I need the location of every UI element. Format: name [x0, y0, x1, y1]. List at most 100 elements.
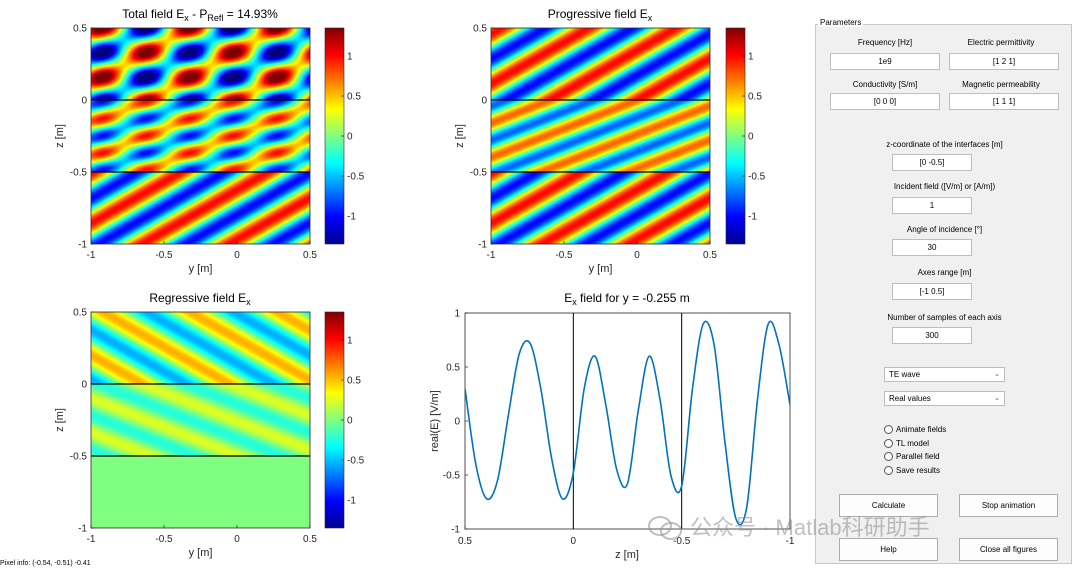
y-tick-label: 0.5 [446, 363, 460, 374]
line-plot-area[interactable] [464, 312, 791, 530]
parallel-field-radio[interactable]: Parallel field [884, 452, 940, 461]
y-axis-label: z [m] [54, 408, 66, 432]
tl-model-label: TL model [896, 439, 930, 448]
zcoord-input[interactable] [892, 154, 972, 171]
axes-range-input[interactable] [892, 283, 972, 300]
chevron-down-icon: ⌄ [994, 395, 1000, 402]
colorbar-tick-label: 1 [748, 52, 754, 63]
y-tick-label: -0.5 [470, 168, 488, 179]
colorbar-tick-label: -0.5 [347, 172, 365, 183]
colorbar-tick-label: 1 [347, 336, 353, 347]
parameters-panel: Parameters Frequency [Hz] Electric permi… [815, 18, 1072, 564]
parallel-field-label: Parallel field [896, 452, 940, 461]
y-tick-label: -1 [78, 240, 87, 251]
angle-input[interactable] [892, 239, 972, 256]
total-title: Total field Ex - PRefl = 14.93% [122, 7, 278, 23]
watermark-text: 公众号 · Matlab科研助手 [690, 515, 930, 540]
y-tick-label: 0 [81, 380, 87, 391]
value-type-value: Real values [889, 394, 931, 403]
samples-input[interactable] [892, 327, 972, 344]
colorbar-tick-label: 0.5 [748, 92, 762, 103]
radio-icon [884, 452, 893, 461]
x-tick-label: -0.5 [673, 536, 691, 547]
x-tick-label: -1 [786, 536, 795, 547]
colorbar-tick-label: 0 [347, 416, 353, 427]
progressive-title: Progressive field Ex [548, 7, 653, 23]
colorbar-tick-label: 0.5 [347, 376, 361, 387]
y-tick-label: -0.5 [70, 168, 88, 179]
save-results-label: Save results [896, 466, 941, 475]
permittivity-input[interactable] [949, 53, 1059, 70]
angle-label: Angle of incidence [°] [906, 225, 983, 234]
regressive-field-heatmap[interactable] [91, 312, 310, 528]
conductivity-input[interactable] [830, 93, 940, 110]
colorbar-tick-label: -0.5 [347, 456, 365, 467]
stop-animation-button[interactable]: Stop animation [959, 494, 1058, 517]
progressive-field-heatmap[interactable] [491, 28, 710, 244]
permeability-input[interactable] [949, 93, 1059, 110]
animate-fields-radio[interactable]: Animate fields [884, 425, 946, 434]
x-tick-label: -0.5 [155, 250, 173, 261]
value-type-select[interactable]: Real values ⌄ [884, 391, 1005, 406]
frequency-label: Frequency [Hz] [857, 38, 913, 47]
x-tick-label: 0 [634, 250, 640, 261]
calculate-button[interactable]: Calculate [839, 494, 938, 517]
x-tick-label: 0 [234, 250, 240, 261]
series-line [465, 320, 790, 526]
permittivity-label: Electric permittivity [967, 38, 1035, 47]
y-tick-label: 0 [81, 96, 87, 107]
incident-label: Incident field ([V/m] or [A/m]) [893, 182, 996, 191]
total-field-heatmap[interactable] [91, 28, 310, 244]
wechat-icon [648, 514, 682, 540]
tl-model-radio[interactable]: TL model [884, 439, 929, 448]
x-tick-label: -1 [487, 250, 496, 261]
save-results-radio[interactable]: Save results [884, 466, 940, 475]
radio-icon [884, 466, 893, 475]
colorbar-tick-label: 0 [347, 132, 353, 143]
radio-icon [884, 425, 893, 434]
y-tick-label: -1 [78, 524, 87, 535]
colorbar-tick-label: -0.5 [748, 172, 766, 183]
help-button[interactable]: Help [839, 538, 938, 561]
colorbar-tick-label: 1 [347, 52, 353, 63]
incident-input[interactable] [892, 197, 972, 214]
chevron-down-icon: ⌄ [994, 371, 1000, 378]
x-tick-label: -0.5 [155, 534, 173, 545]
zcoord-label: z-coordinate of the interfaces [m] [886, 140, 1003, 149]
y-tick-label: 1 [454, 309, 460, 320]
wave-type-value: TE wave [889, 370, 921, 379]
y-tick-label: 0.5 [73, 308, 87, 319]
y-axis-label: z [m] [454, 124, 466, 148]
y-tick-label: 0 [481, 96, 487, 107]
line-plot-xlabel: z [m] [615, 549, 639, 561]
y-tick-label: 0.5 [73, 24, 87, 35]
y-tick-label: 0.5 [473, 24, 487, 35]
line-plot-title: Ex field for y = -0.255 m [564, 291, 690, 307]
permeability-label: Magnetic permeability [962, 80, 1040, 89]
x-tick-label: 0 [571, 536, 577, 547]
x-tick-label: 0.5 [303, 250, 317, 261]
y-tick-label: -1 [478, 240, 487, 251]
x-tick-label: -0.5 [555, 250, 573, 261]
colorbar-tick-label: -1 [347, 496, 356, 507]
x-tick-label: 0.5 [458, 536, 472, 547]
x-tick-label: -1 [87, 534, 96, 545]
regressive-title: Regressive field Ex [149, 291, 251, 307]
axes-range-label: Axes range [m] [917, 268, 972, 277]
x-tick-label: 0.5 [703, 250, 717, 261]
samples-label: Number of samples of each axis [887, 313, 1002, 322]
x-axis-label: y [m] [189, 263, 213, 275]
parameters-legend: Parameters [818, 18, 864, 27]
x-axis-label: y [m] [189, 547, 213, 559]
x-tick-label: 0 [234, 534, 240, 545]
radio-icon [884, 439, 893, 448]
y-tick-label: -0.5 [70, 452, 88, 463]
conductivity-label: Conductivity [S/m] [852, 80, 918, 89]
frequency-input[interactable] [830, 53, 940, 70]
x-axis-label: y [m] [589, 263, 613, 275]
y-tick-label: -1 [451, 525, 460, 536]
wave-type-select[interactable]: TE wave ⌄ [884, 367, 1005, 382]
colorbar-tick-label: -1 [748, 212, 757, 223]
close-all-figures-button[interactable]: Close all figures [959, 538, 1058, 561]
watermark: 公众号 · Matlab科研助手 [648, 510, 930, 542]
